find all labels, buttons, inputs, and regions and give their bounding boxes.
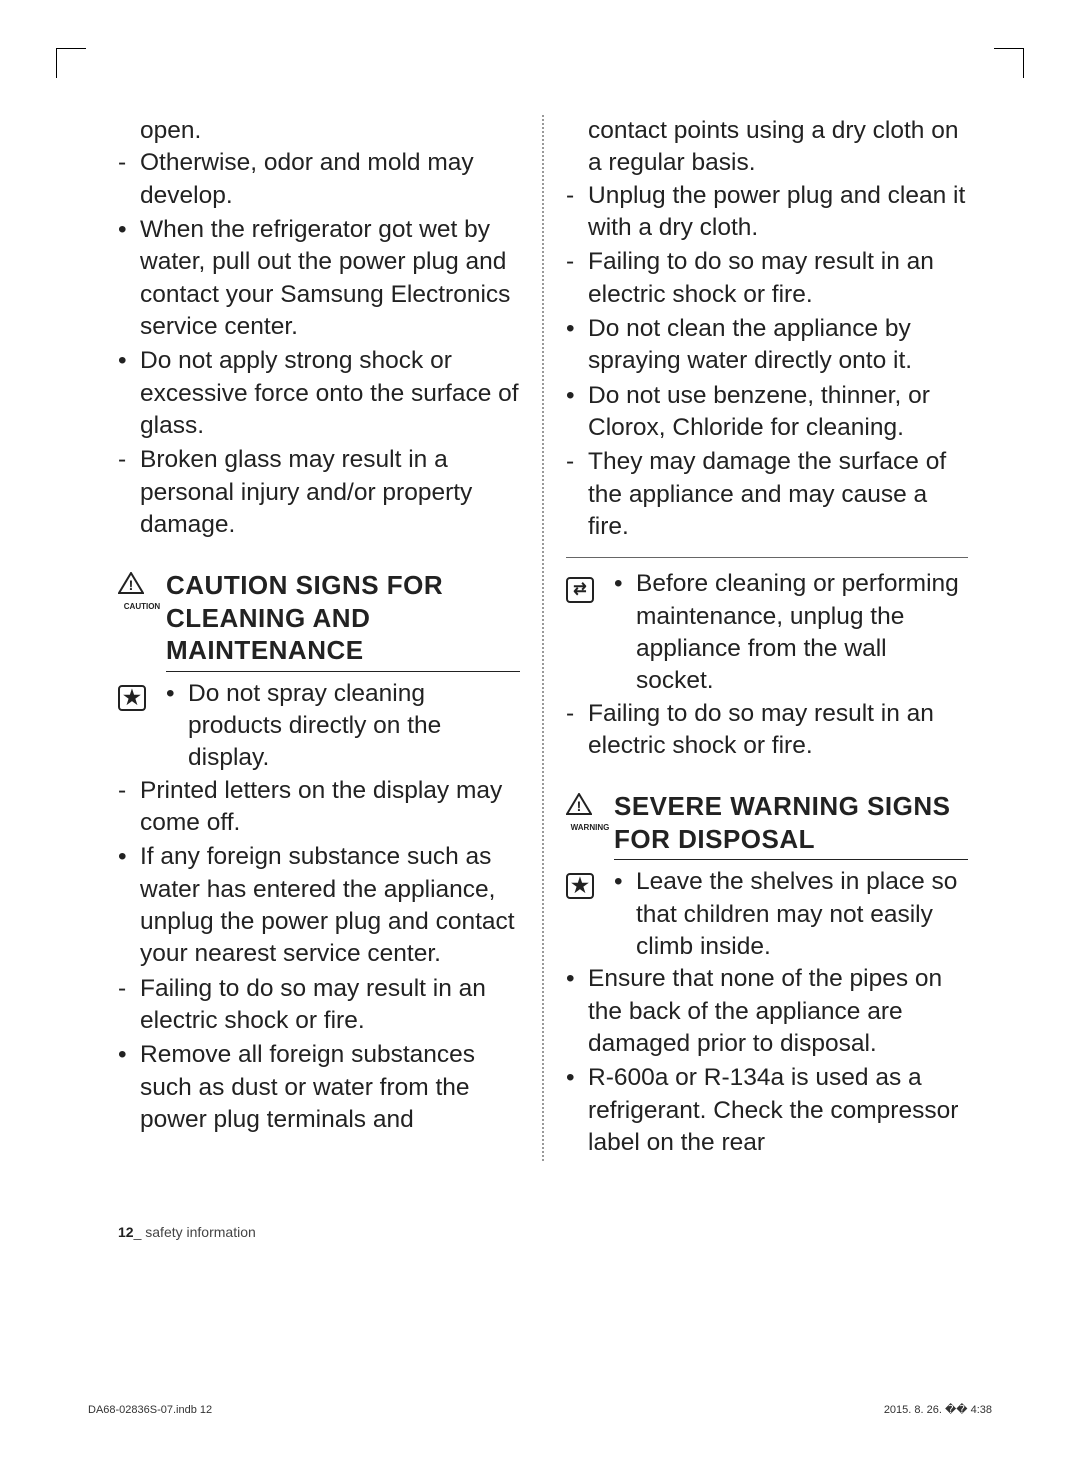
column-divider: [542, 115, 544, 1161]
section-heading: ! WARNING SEVERE WARNING SIGNS FOR DISPO…: [566, 790, 968, 860]
bullet-marker: •: [566, 963, 588, 1060]
warning-icon: ! WARNING: [566, 790, 614, 833]
dash-marker: -: [566, 180, 588, 245]
dash-marker: -: [566, 246, 588, 311]
list-text: R-600a or R-134a is used as a refrigeran…: [588, 1062, 968, 1159]
dash-marker: -: [118, 147, 140, 212]
list-item: • When the refrigerator got wet by water…: [118, 214, 520, 343]
bullet-marker: •: [566, 313, 588, 378]
list-text: They may damage the surface of the appli…: [588, 446, 968, 543]
list-item: • Remove all foreign substances such as …: [118, 1039, 520, 1136]
bullet-marker: •: [614, 568, 636, 600]
bullet-marker: •: [118, 841, 140, 970]
print-mark-left: DA68-02836S-07.indb 12: [88, 1404, 212, 1416]
unplug-icon: ⇄: [566, 577, 594, 603]
list-item: ★ • Leave the shelves in place so that c…: [566, 866, 968, 963]
list-item: - Failing to do so may result in an elec…: [566, 698, 968, 763]
list-text: If any foreign substance such as water h…: [140, 841, 520, 970]
list-text: Otherwise, odor and mold may develop.: [140, 147, 520, 212]
list-text: Failing to do so may result in an electr…: [588, 698, 968, 763]
list-item: • Do not apply strong shock or excessive…: [118, 345, 520, 442]
caution-label: CAUTION: [118, 602, 166, 613]
list-text: Leave the shelves in place so that child…: [636, 866, 968, 963]
heading-text: SEVERE WARNING SIGNS FOR DISPOSAL: [614, 790, 968, 860]
list-text: Do not spray cleaning products directly …: [188, 678, 520, 775]
list-text: Failing to do so may result in an electr…: [140, 973, 520, 1038]
bullet-marker: •: [614, 866, 636, 898]
list-item: - Broken glass may result in a personal …: [118, 444, 520, 541]
caution-icon: ! CAUTION: [118, 569, 166, 612]
list-item: • Do not use benzene, thinner, or Clorox…: [566, 380, 968, 445]
bullet-marker: •: [566, 380, 588, 445]
list-text: Do not use benzene, thinner, or Clorox, …: [588, 380, 968, 445]
svg-text:!: !: [577, 798, 582, 814]
page-number: 12: [118, 1224, 134, 1240]
left-column: open. - Otherwise, odor and mold may dev…: [118, 115, 520, 1161]
dash-marker: -: [566, 698, 588, 763]
horizontal-rule: [566, 557, 968, 558]
section-heading: ! CAUTION CAUTION SIGNS FOR CLEANING AND…: [118, 569, 520, 672]
print-mark-right: 2015. 8. 26. �� 4:38: [884, 1403, 992, 1416]
right-column: contact points using a dry cloth on a re…: [566, 115, 968, 1161]
list-item: • Ensure that none of the pipes on the b…: [566, 963, 968, 1060]
list-item: - They may damage the surface of the app…: [566, 446, 968, 543]
list-text: Ensure that none of the pipes on the bac…: [588, 963, 968, 1060]
bullet-marker: •: [118, 345, 140, 442]
dash-marker: -: [118, 444, 140, 541]
list-text: Do not clean the appliance by spraying w…: [588, 313, 968, 378]
list-text: Remove all foreign substances such as du…: [140, 1039, 520, 1136]
list-text: Broken glass may result in a personal in…: [140, 444, 520, 541]
bullet-marker: •: [166, 678, 188, 710]
list-item: - Failing to do so may result in an elec…: [118, 973, 520, 1038]
crop-mark-tr: [994, 48, 1024, 78]
list-text: Before cleaning or performing maintenanc…: [636, 568, 968, 697]
list-item: • Do not clean the appliance by spraying…: [566, 313, 968, 378]
bullet-marker: •: [118, 1039, 140, 1136]
list-item: • R-600a or R-134a is used as a refriger…: [566, 1062, 968, 1159]
svg-text:!: !: [129, 577, 134, 593]
star-icon: ★: [118, 685, 146, 711]
bullet-marker: •: [118, 214, 140, 343]
list-text: When the refrigerator got wet by water, …: [140, 214, 520, 343]
list-item: - Otherwise, odor and mold may develop.: [118, 147, 520, 212]
continuation-text: open.: [118, 115, 520, 147]
crop-mark-tl: [56, 48, 86, 78]
content-area: open. - Otherwise, odor and mold may dev…: [118, 115, 968, 1161]
list-item: ⇄ • Before cleaning or performing mainte…: [566, 568, 968, 697]
footer-underscore: _: [134, 1224, 146, 1240]
bullet-marker: •: [566, 1062, 588, 1159]
list-item: - Unplug the power plug and clean it wit…: [566, 180, 968, 245]
dash-marker: -: [118, 973, 140, 1038]
list-text: Printed letters on the display may come …: [140, 775, 520, 840]
list-item: - Failing to do so may result in an elec…: [566, 246, 968, 311]
page-footer: 12_ safety information: [118, 1224, 256, 1240]
list-item: - Printed letters on the display may com…: [118, 775, 520, 840]
list-item: • If any foreign substance such as water…: [118, 841, 520, 970]
continuation-text: contact points using a dry cloth on a re…: [566, 115, 968, 180]
warning-label: WARNING: [566, 823, 614, 834]
footer-section: safety information: [145, 1224, 256, 1240]
list-item: ★ • Do not spray cleaning products direc…: [118, 678, 520, 775]
star-icon: ★: [566, 873, 594, 899]
dash-marker: -: [566, 446, 588, 543]
heading-text: CAUTION SIGNS FOR CLEANING AND MAINTENAN…: [166, 569, 520, 672]
list-text: Do not apply strong shock or excessive f…: [140, 345, 520, 442]
dash-marker: -: [118, 775, 140, 840]
list-text: Failing to do so may result in an electr…: [588, 246, 968, 311]
list-text: Unplug the power plug and clean it with …: [588, 180, 968, 245]
